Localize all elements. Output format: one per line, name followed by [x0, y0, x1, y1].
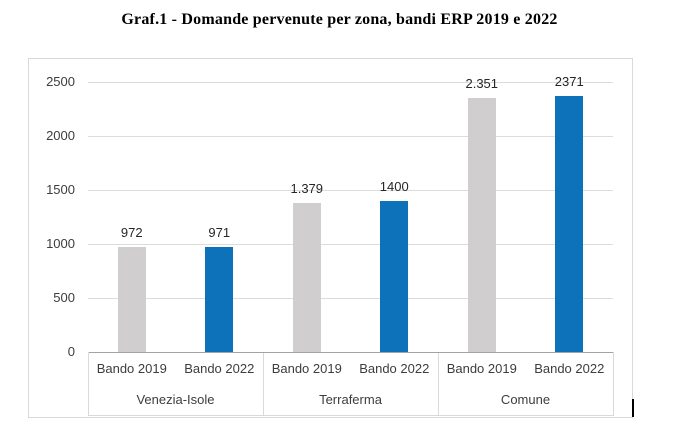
zone-label: Comune	[500, 391, 551, 407]
y-tick-label: 2000	[46, 128, 75, 143]
bar-bando-2022	[555, 95, 584, 352]
y-tick-label: 2500	[46, 74, 75, 89]
category-label: Bando 2019	[271, 361, 342, 376]
text-cursor	[632, 399, 634, 417]
zone-label: Terraferma	[319, 391, 382, 407]
bar-bando-2022	[380, 200, 409, 352]
gridline	[88, 244, 613, 245]
category-label: Bando 2022	[184, 361, 255, 376]
bar-value-label: 2371	[554, 73, 584, 89]
bar-value-label: 2.351	[465, 76, 499, 92]
bar-bando-2019	[467, 98, 496, 352]
bar-value-label: 1400	[379, 178, 409, 194]
bar-value-label: 972	[120, 225, 143, 241]
category-label: Bando 2019	[446, 361, 517, 376]
category-label: Bando 2022	[534, 361, 605, 376]
y-tick-label: 1000	[46, 236, 75, 251]
y-tick-label: 500	[53, 290, 75, 305]
bar-bando-2022	[205, 247, 234, 352]
gridline	[88, 82, 613, 83]
category-label: Bando 2022	[359, 361, 430, 376]
group-divider	[263, 352, 264, 415]
bar-value-label: 971	[208, 225, 231, 241]
axis-band-bottom-border	[88, 415, 614, 416]
gridline	[88, 136, 613, 137]
chart-title: Graf.1 - Domande pervenute per zona, ban…	[121, 11, 558, 28]
group-divider	[438, 352, 439, 415]
zone-label: Venezia-Isole	[136, 391, 215, 407]
gridline	[88, 190, 613, 191]
y-tick-label: 1500	[46, 182, 75, 197]
category-label: Bando 2019	[96, 361, 167, 376]
y-tick-label: 0	[67, 344, 75, 359]
bar-value-label: 1.379	[290, 181, 324, 197]
x-axis-line	[88, 352, 613, 353]
axis-band-left-border	[88, 352, 89, 415]
axis-band-right-border	[613, 352, 614, 415]
bar-bando-2019	[117, 247, 146, 352]
gridline	[88, 298, 613, 299]
chart-area: 0 500 1000 1500 2000 2500 972 Bando 2019 971 Band…	[28, 58, 633, 418]
bar-bando-2019	[292, 203, 321, 352]
